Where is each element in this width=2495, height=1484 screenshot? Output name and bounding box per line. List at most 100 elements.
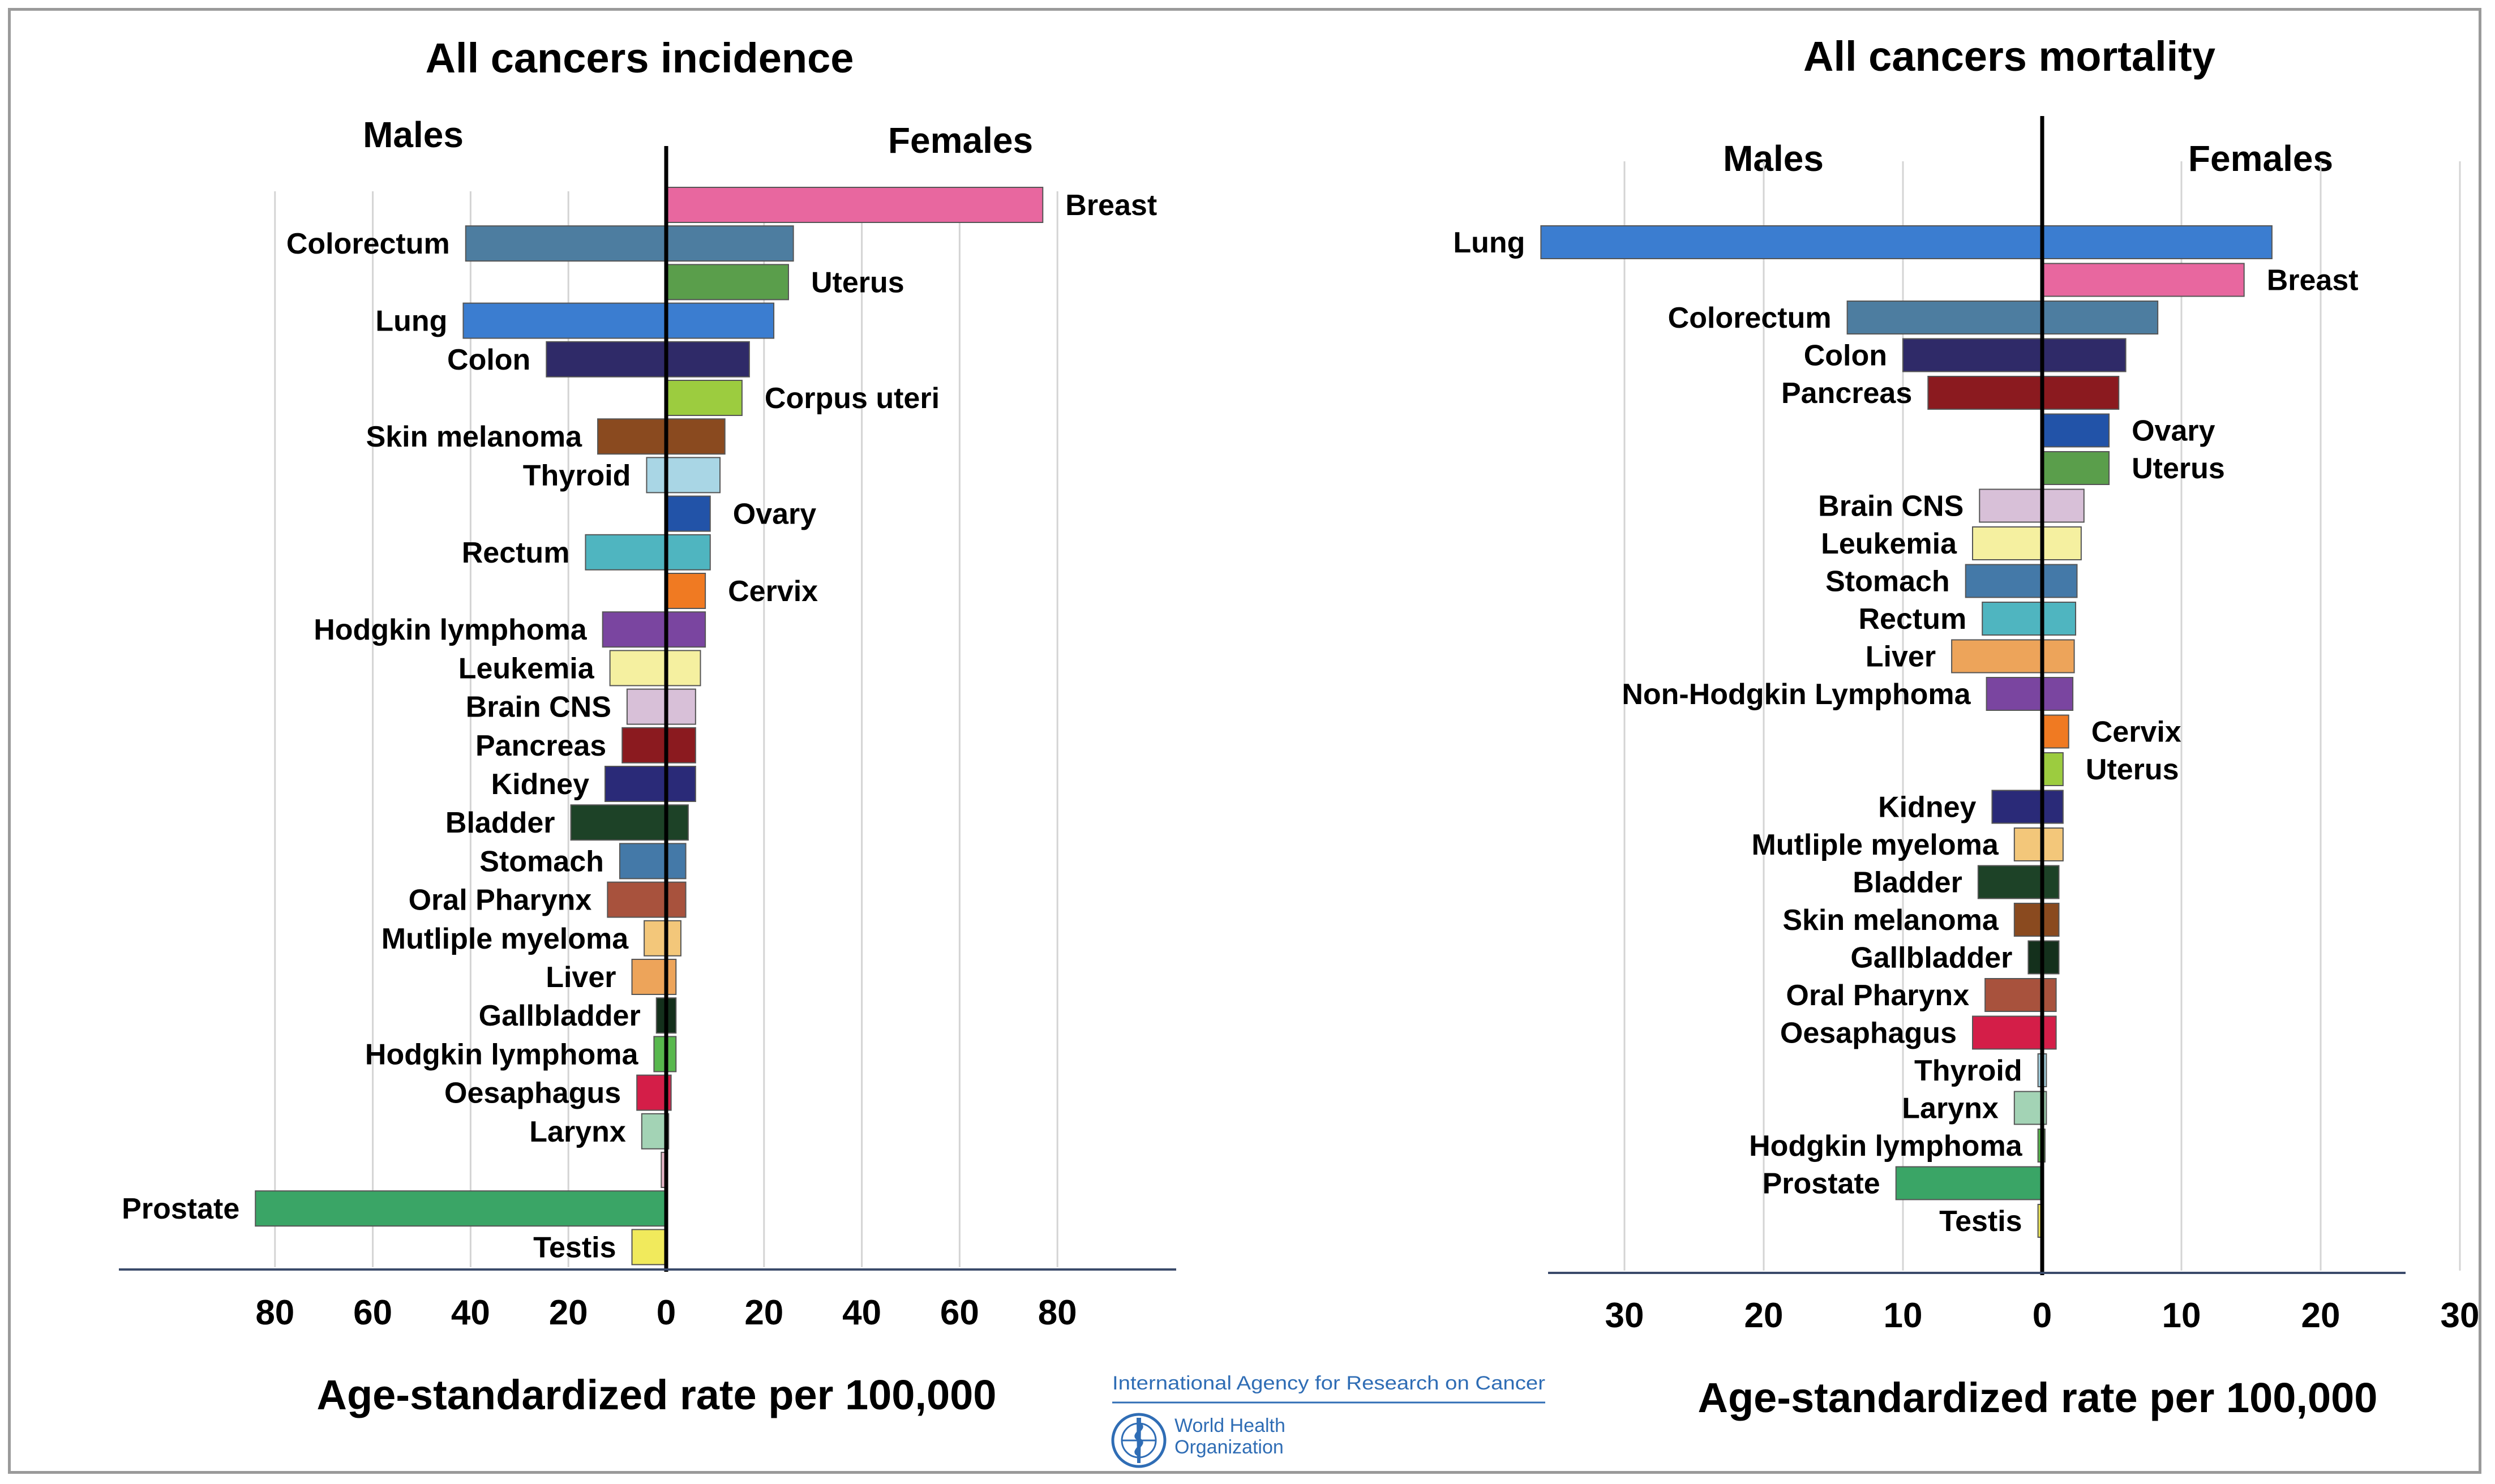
bar-male-larynx: [641, 1113, 667, 1150]
bar-male-colon: [546, 341, 667, 378]
bar-label-testis: Testis: [1939, 1205, 2022, 1238]
bar-male-rectum: [1982, 602, 2043, 636]
bar-label-prostate: Prostate: [1763, 1168, 1880, 1200]
bar-label-prostate: Prostate: [122, 1193, 239, 1225]
bar-label-colon: Colon: [1804, 340, 1887, 372]
bar-male-mutliple-myeloma: [644, 920, 667, 957]
who-logo-line2: Organization: [1174, 1436, 1284, 1458]
bar-label-uterus: Uterus: [2086, 753, 2179, 786]
bar-male-thyroid: [646, 457, 667, 494]
bar-male-lung: [1540, 225, 2043, 259]
bar-female-brain-cns: [666, 688, 696, 725]
tick-label: 20: [1744, 1296, 1784, 1335]
bar-female-stomach: [666, 843, 687, 880]
who-logo-line1: World Health: [1174, 1415, 1285, 1436]
bar-label-corpus-uteri: Corpus uteri: [765, 382, 940, 415]
bar-label-ovary: Ovary: [2132, 415, 2215, 448]
bar-female-uterus: [2042, 752, 2064, 786]
mortality-bar-labels: Lung Breast Colorectum Colon Pancreas Ovary Ut…: [1453, 226, 2358, 1238]
bar-label-hodgkin-lymphoma: Hodgkin lymphoma: [1749, 1130, 2023, 1163]
bar-label-larynx: Larynx: [1902, 1092, 1999, 1125]
bar-label-liver: Liver: [546, 961, 616, 994]
bar-label-larynx: Larynx: [529, 1116, 626, 1148]
bar-male-stomach: [619, 843, 667, 880]
bar-label-gallbladder: Gallbladder: [479, 1000, 641, 1032]
mortality-bars: [1540, 225, 2273, 1238]
bar-female-colorectum: [2042, 301, 2159, 334]
bar-label-oesaphagus: Oesaphagus: [444, 1077, 621, 1110]
bar-label-stomach: Stomach: [479, 845, 604, 878]
bar-male-non-hodgkin-lymphoma: [1986, 677, 2043, 711]
bar-male-oesaphagus: [1972, 1015, 2043, 1050]
bar-female-uterus: [666, 264, 789, 301]
bar-male-mutliple-myeloma: [2013, 827, 2043, 861]
bar-male-kidney: [1991, 790, 2043, 824]
bar-male-lung: [462, 302, 667, 339]
mortality-panel: All cancers mortality Males Females Lung…: [1453, 33, 2479, 1421]
bar-label-pancreas: Pancreas: [475, 730, 606, 762]
bar-male-leukemia: [1972, 526, 2043, 560]
bar-male-testis: [631, 1229, 667, 1266]
bar-male-rectum: [585, 534, 667, 571]
bar-female-ovary: [2042, 413, 2110, 448]
bar-female-ovary: [666, 495, 711, 532]
bar-female-cervix: [2042, 714, 2069, 749]
incidence-males-label: Males: [363, 114, 464, 155]
who-emblem-icon: [1111, 1413, 1167, 1468]
bar-female-leukemia: [2042, 526, 2082, 560]
bar-label-oesaphagus: Oesaphagus: [1780, 1017, 1957, 1050]
bar-label-leukemia: Leukemia: [1821, 527, 1957, 560]
bar-female-breast: [666, 187, 1044, 223]
bar-female-corpus-uteri: [666, 380, 743, 416]
bar-label-leukemia: Leukemia: [458, 652, 595, 685]
bar-male-colorectum: [465, 225, 667, 262]
tick-label: 20: [549, 1293, 588, 1332]
bar-female-pancreas: [666, 727, 696, 764]
incidence-bars: [255, 187, 1044, 1266]
bar-male-stomach: [1965, 564, 2043, 598]
bar-female-oral-pharynx: [2042, 978, 2057, 1012]
bar-label-oral-pharynx: Oral Pharynx: [409, 884, 592, 917]
bar-male-colorectum: [1846, 301, 2043, 334]
bar-label-colorectum: Colorectum: [286, 228, 450, 260]
bar-female-liver: [2042, 639, 2075, 674]
bar-male-leukemia: [609, 650, 667, 687]
bar-label-lung: Lung: [1453, 226, 1525, 259]
bar-male-brain-cns: [626, 688, 667, 725]
bar-female-colon: [666, 341, 750, 378]
tick-label: 10: [2162, 1296, 2201, 1335]
bar-female-bladder: [2042, 865, 2060, 899]
bar-label-gallbladder: Gallbladder: [1850, 942, 2012, 975]
mortality-tick-labels: 30 20 10 0 10 20 30: [1605, 1296, 2480, 1335]
bar-female-colorectum: [666, 225, 794, 262]
bar-female-rectum: [2042, 602, 2077, 636]
bar-label-lung: Lung: [375, 305, 447, 338]
bar-label-colorectum: Colorectum: [1668, 302, 1832, 334]
bar-male-colon: [1902, 338, 2043, 372]
bar-label-skin-melanoma: Skin melanoma: [1782, 904, 1999, 937]
bar-female-skin-melanoma: [2042, 903, 2060, 937]
bar-male-oesaphagus: [636, 1074, 667, 1111]
bar-label-bladder: Bladder: [445, 807, 555, 839]
bar-label-rectum: Rectum: [462, 537, 570, 569]
tick-label: 0: [657, 1293, 676, 1332]
tick-label: 20: [2301, 1296, 2340, 1335]
bar-label-bladder: Bladder: [1853, 867, 1962, 899]
bar-female-lung: [666, 302, 775, 339]
bar-male-oral-pharynx: [1984, 978, 2043, 1012]
bar-female-stomach: [2042, 564, 2078, 598]
bar-label-stomach: Stomach: [1825, 565, 1950, 598]
bar-female-lung: [2042, 225, 2273, 259]
tick-label: 20: [744, 1293, 783, 1332]
bar-male-hodgkin-lymphoma: [602, 611, 667, 648]
bar-male-kidney: [605, 766, 667, 802]
bar-female-pancreas: [2042, 376, 2120, 410]
bar-female-cervix: [666, 573, 706, 609]
bar-male-oral-pharynx: [607, 881, 667, 918]
bar-female-hodgkin-lymphoma: [666, 611, 706, 648]
bar-label-testis: Testis: [533, 1231, 616, 1264]
bar-male-bladder: [1977, 865, 2043, 899]
bar-male-prostate: [1895, 1166, 2043, 1200]
